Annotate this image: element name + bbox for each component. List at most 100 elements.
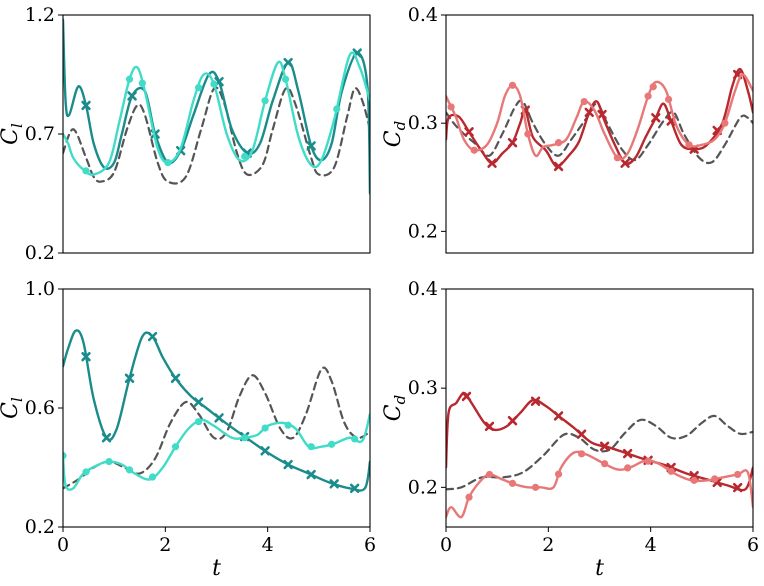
x-tick-label: 0	[440, 534, 452, 556]
data-point-circle	[711, 475, 719, 483]
y-axis-label: Cd	[381, 121, 409, 147]
series-line-1	[446, 414, 753, 491]
data-point-cross	[553, 161, 564, 172]
data-point-cross	[584, 107, 594, 118]
series-line-1	[63, 86, 370, 185]
data-point-circle	[284, 421, 292, 429]
series-line-1	[446, 99, 753, 165]
panel-top-left: 0.2 0.7 1.2 Cl	[0, 4, 371, 264]
data-point-circle	[601, 460, 609, 468]
data-point-circle	[649, 83, 657, 91]
data-point-circle	[82, 468, 90, 476]
y-tick-label: 1.0	[25, 278, 55, 300]
data-point-cross	[507, 137, 518, 148]
x-tick-label: 2	[159, 534, 171, 556]
y-tick-label: 1.2	[25, 4, 55, 26]
data-point-cross	[124, 373, 135, 383]
data-point-circle	[125, 75, 134, 83]
data-point-cross	[329, 479, 339, 489]
data-point-circle	[685, 141, 693, 149]
data-point-circle	[164, 158, 172, 167]
data-point-circle	[261, 97, 269, 105]
data-point-circle	[328, 440, 336, 448]
axes-frame	[62, 14, 371, 254]
axes-frame	[62, 288, 371, 528]
data-point-circle	[194, 418, 203, 426]
data-point-circle	[194, 83, 203, 92]
y-tick-label: 0.3	[408, 112, 438, 134]
data-point-circle	[138, 79, 146, 87]
x-axis-label: t	[595, 556, 604, 581]
axes-frame	[445, 288, 754, 528]
data-point-cross	[651, 113, 661, 123]
y-tick-label: 0.2	[408, 476, 438, 498]
x-tick-label: 0	[57, 534, 69, 556]
y-tick-label: 0.3	[408, 377, 438, 399]
data-point-cross	[170, 373, 181, 383]
data-point-cross	[597, 109, 607, 120]
data-point-cross	[530, 396, 541, 406]
data-point-cross	[461, 391, 472, 402]
data-point-circle	[644, 457, 652, 465]
data-point-circle	[148, 473, 157, 481]
data-point-cross	[81, 100, 91, 111]
data-point-circle	[531, 483, 540, 491]
x-tick-label: 6	[364, 534, 376, 556]
series-line-2	[446, 67, 753, 169]
data-point-circle	[644, 92, 652, 100]
y-axis-label: Cl	[0, 123, 26, 145]
x-tick-label: 6	[747, 534, 759, 556]
data-point-circle	[554, 470, 563, 478]
data-point-circle	[447, 103, 455, 111]
data-point-cross	[732, 482, 743, 493]
y-tick-label: 0.2	[25, 516, 55, 538]
y-tick-label: 0.4	[408, 278, 438, 300]
x-tick-label: 4	[645, 534, 657, 556]
panel-bottom-left: 0.2 0.6 1.0 0 2 4 6 Cl t	[0, 278, 376, 581]
data-point-cross	[147, 331, 158, 342]
data-point-cross	[101, 433, 112, 443]
data-point-circle	[210, 80, 218, 88]
data-point-circle	[470, 146, 478, 154]
data-point-circle	[624, 464, 632, 472]
data-point-circle	[664, 95, 673, 103]
data-point-cross	[81, 351, 91, 362]
data-point-circle	[105, 457, 113, 466]
data-point-circle	[125, 466, 134, 474]
data-point-cross	[127, 91, 137, 101]
y-tick-label: 0.2	[25, 242, 55, 264]
y-axis-label: Cd	[381, 395, 409, 421]
data-point-circle	[508, 81, 517, 89]
data-point-cross	[260, 446, 270, 456]
data-point-cross	[620, 158, 630, 168]
plot-area	[446, 67, 753, 172]
series-line-3	[63, 51, 370, 176]
data-point-cross	[507, 415, 518, 426]
data-point-circle	[82, 167, 90, 175]
panel-top-right: 0.2 0.3 0.4 Cd	[381, 4, 754, 254]
series-line-3	[63, 412, 370, 491]
x-axis-label: t	[212, 556, 221, 581]
data-point-cross	[487, 158, 497, 168]
axes-frame	[445, 14, 754, 254]
data-point-circle	[171, 443, 180, 451]
data-point-circle	[613, 154, 622, 162]
series-line-2	[63, 329, 370, 492]
series-line-3	[446, 450, 753, 519]
data-point-circle	[351, 435, 359, 443]
data-point-cross	[283, 57, 293, 68]
x-tick-label: 4	[262, 534, 274, 556]
data-point-circle	[734, 470, 742, 479]
data-point-circle	[465, 493, 473, 501]
data-point-circle	[241, 434, 249, 442]
data-point-circle	[63, 452, 67, 460]
data-point-cross	[193, 397, 204, 407]
x-tick-label: 2	[542, 534, 554, 556]
data-point-cross	[214, 413, 224, 423]
data-point-cross	[464, 127, 474, 137]
data-point-cross	[599, 441, 610, 451]
plot-area	[63, 329, 370, 494]
data-point-cross	[349, 483, 360, 494]
data-point-cross	[576, 429, 587, 439]
